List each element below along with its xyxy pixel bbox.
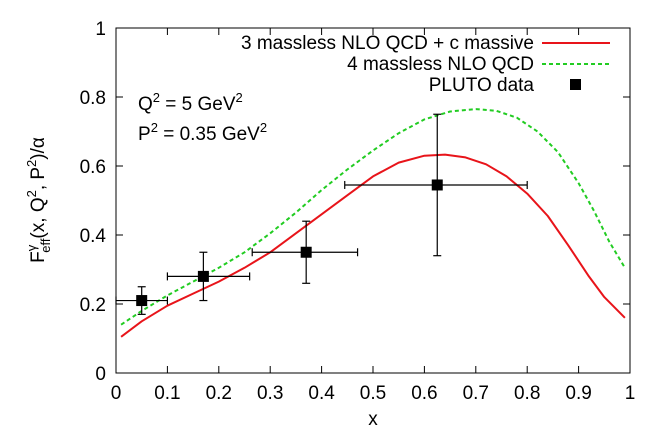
- x-tick-label: 0.9: [565, 383, 591, 404]
- data-point-marker: [136, 295, 148, 307]
- y-axis-title-sub1: eff: [38, 238, 53, 253]
- x-tick-label: 0: [111, 383, 122, 404]
- y-tick-label: 0.2: [80, 295, 106, 316]
- series-line-1: [120, 153, 626, 338]
- data-points-layer: [115, 113, 528, 315]
- legend-swatch-pluto: [570, 79, 581, 90]
- annotation-q2-sup2: 2: [236, 90, 243, 105]
- y-axis-title-base: F: [28, 251, 49, 263]
- annotation-q2-sup: 2: [153, 90, 160, 105]
- series-layer: [120, 108, 626, 338]
- x-tick-label: 1: [625, 383, 636, 404]
- y-tick-label: 0.6: [80, 157, 106, 178]
- annotation-p2: P2 = 0.35 GeV2: [138, 120, 267, 145]
- y-axis-title: Fγeff(x, Q2, P2)/α: [24, 137, 53, 263]
- annotation-p2-sup2: 2: [260, 120, 267, 135]
- data-point-marker: [197, 270, 209, 282]
- x-tick-label: 0.5: [360, 383, 386, 404]
- annotation-p2-sup: 2: [151, 120, 158, 135]
- data-point-marker: [300, 246, 312, 258]
- annotation-p2-prefix: P: [138, 124, 151, 145]
- series-line-2: [120, 108, 626, 326]
- axis-ticks: 0 0.1 0.2 0.3 0.4 0.5 0.6 0.7 0.8 0.9 1 0 0.2 0.4 0.6 0…: [80, 19, 636, 404]
- y-tick-label: 0.4: [80, 226, 107, 247]
- annotation-q2-prefix: Q: [138, 94, 153, 115]
- legend-label-series-1: 3 massless NLO QCD + c massive: [241, 33, 534, 54]
- legend-label-pluto: PLUTO data: [429, 75, 535, 96]
- legend-label-series-2: 4 massless NLO QCD: [347, 54, 534, 75]
- annotation-p2-suffix: = 0.35 GeV: [158, 124, 260, 145]
- x-tick-label: 0.1: [154, 383, 180, 404]
- annotation-q2: Q2 = 5 GeV2: [138, 90, 243, 115]
- data-point-marker: [431, 179, 443, 191]
- y-axis-title-sup2: 2: [24, 190, 39, 197]
- y-tick-label: 0: [95, 364, 106, 385]
- y-axis-title-mid2: , P: [28, 167, 49, 190]
- plot-frame: [115, 27, 631, 374]
- x-axis-title: x: [368, 409, 378, 430]
- x-tick-label: 0.6: [411, 383, 437, 404]
- y-tick-label: 0.8: [80, 88, 106, 109]
- x-tick-label: 0.4: [308, 383, 335, 404]
- y-axis-title-tail: )/α: [28, 137, 49, 160]
- x-tick-label: 0.3: [257, 383, 283, 404]
- annotation-q2-suffix: = 5 GeV: [160, 94, 236, 115]
- y-axis-title-sup1: γ: [24, 244, 39, 251]
- y-tick-label: 1: [95, 19, 106, 40]
- x-tick-label: 0.8: [514, 383, 540, 404]
- y-axis-title-sup3: 2: [24, 160, 39, 167]
- x-tick-label: 0.2: [206, 383, 232, 404]
- y-axis-title-mid1: (x, Q: [28, 197, 49, 238]
- legend: 3 massless NLO QCD + c massive 4 massles…: [241, 33, 610, 96]
- x-tick-label: 0.7: [463, 383, 489, 404]
